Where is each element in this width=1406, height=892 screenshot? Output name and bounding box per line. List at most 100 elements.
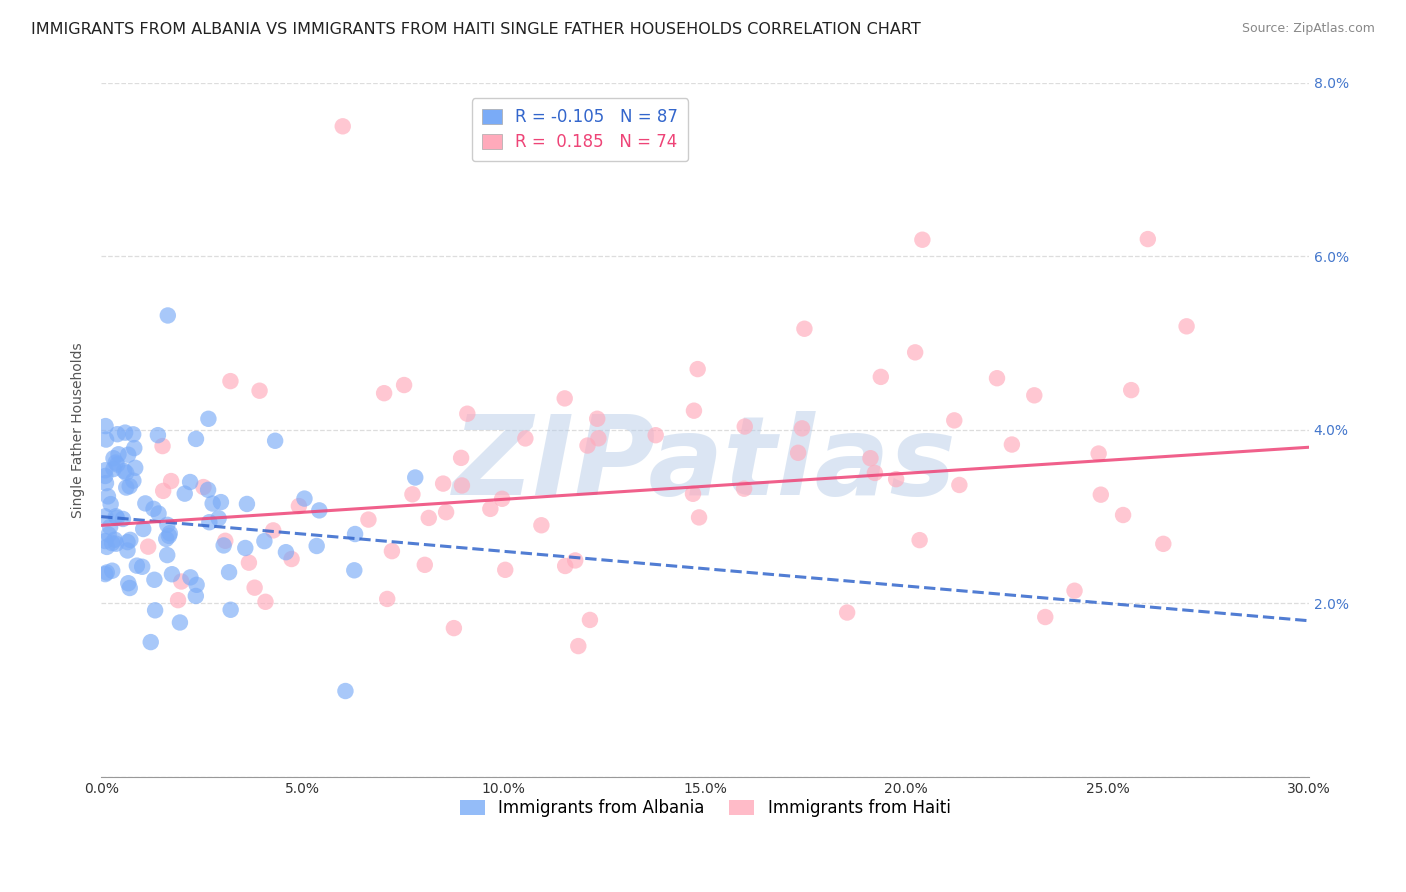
Point bbox=[112, 464, 135, 478]
Point bbox=[173, 486, 195, 500]
Point bbox=[96, 566, 118, 580]
Point bbox=[160, 567, 183, 582]
Point bbox=[179, 570, 201, 584]
Point bbox=[413, 558, 436, 572]
Point bbox=[146, 428, 169, 442]
Point bbox=[122, 474, 145, 488]
Point bbox=[219, 603, 242, 617]
Point bbox=[156, 548, 179, 562]
Point bbox=[1090, 488, 1112, 502]
Point bbox=[101, 564, 124, 578]
Point bbox=[554, 392, 576, 406]
Point bbox=[97, 489, 120, 503]
Point bbox=[143, 573, 166, 587]
Point bbox=[335, 684, 357, 698]
Point bbox=[456, 407, 478, 421]
Point bbox=[117, 543, 139, 558]
Point bbox=[644, 428, 666, 442]
Point bbox=[207, 511, 229, 525]
Point bbox=[169, 615, 191, 630]
Point bbox=[197, 483, 219, 497]
Point bbox=[567, 639, 589, 653]
Point bbox=[134, 496, 156, 510]
Point bbox=[233, 541, 256, 555]
Point bbox=[100, 497, 122, 511]
Point bbox=[101, 536, 124, 550]
Point bbox=[434, 505, 457, 519]
Point bbox=[94, 476, 117, 491]
Point bbox=[859, 451, 882, 466]
Point bbox=[1121, 383, 1143, 397]
Point bbox=[254, 595, 277, 609]
Point bbox=[167, 593, 190, 607]
Text: ZIPatlas: ZIPatlas bbox=[453, 411, 957, 518]
Point bbox=[117, 576, 139, 591]
Point bbox=[357, 512, 380, 526]
Point bbox=[683, 403, 706, 417]
Point bbox=[249, 384, 271, 398]
Point bbox=[686, 362, 709, 376]
Point bbox=[451, 478, 474, 492]
Point bbox=[1136, 232, 1159, 246]
Point bbox=[373, 386, 395, 401]
Point bbox=[139, 635, 162, 649]
Point bbox=[152, 483, 174, 498]
Point bbox=[170, 574, 193, 589]
Point bbox=[186, 578, 208, 592]
Point bbox=[156, 517, 179, 532]
Point bbox=[863, 466, 886, 480]
Point bbox=[103, 462, 125, 476]
Point bbox=[104, 509, 127, 524]
Point bbox=[236, 497, 259, 511]
Point bbox=[404, 470, 426, 484]
Point bbox=[688, 510, 710, 524]
Point bbox=[105, 537, 128, 551]
Point bbox=[908, 533, 931, 548]
Point bbox=[198, 515, 221, 529]
Point bbox=[104, 533, 127, 547]
Point bbox=[238, 556, 260, 570]
Point bbox=[152, 439, 174, 453]
Point bbox=[733, 482, 755, 496]
Point bbox=[111, 512, 134, 526]
Point bbox=[479, 501, 502, 516]
Point bbox=[94, 463, 117, 477]
Point bbox=[117, 535, 139, 549]
Point bbox=[586, 411, 609, 425]
Point bbox=[793, 322, 815, 336]
Point bbox=[104, 456, 127, 470]
Point bbox=[155, 532, 177, 546]
Point bbox=[103, 451, 125, 466]
Point bbox=[787, 446, 810, 460]
Point bbox=[911, 233, 934, 247]
Point bbox=[156, 309, 179, 323]
Point bbox=[554, 559, 576, 574]
Point bbox=[94, 509, 117, 524]
Text: Source: ZipAtlas.com: Source: ZipAtlas.com bbox=[1241, 22, 1375, 36]
Point bbox=[132, 522, 155, 536]
Point bbox=[1001, 437, 1024, 451]
Point bbox=[274, 545, 297, 559]
Point bbox=[197, 412, 219, 426]
Point bbox=[790, 421, 813, 435]
Point bbox=[1152, 537, 1174, 551]
Point bbox=[1112, 508, 1135, 522]
Point bbox=[105, 511, 128, 525]
Point bbox=[122, 441, 145, 455]
Point bbox=[118, 581, 141, 595]
Point bbox=[94, 567, 117, 582]
Point bbox=[184, 589, 207, 603]
Point bbox=[344, 527, 367, 541]
Point bbox=[122, 427, 145, 442]
Point bbox=[114, 425, 136, 440]
Point bbox=[120, 533, 142, 547]
Text: IMMIGRANTS FROM ALBANIA VS IMMIGRANTS FROM HAITI SINGLE FATHER HOUSEHOLDS CORREL: IMMIGRANTS FROM ALBANIA VS IMMIGRANTS FR… bbox=[31, 22, 921, 37]
Point bbox=[280, 552, 302, 566]
Point bbox=[96, 540, 118, 554]
Point bbox=[491, 491, 513, 506]
Point bbox=[142, 501, 165, 516]
Point bbox=[262, 524, 284, 538]
Point bbox=[588, 431, 610, 445]
Point bbox=[948, 478, 970, 492]
Point bbox=[1033, 610, 1056, 624]
